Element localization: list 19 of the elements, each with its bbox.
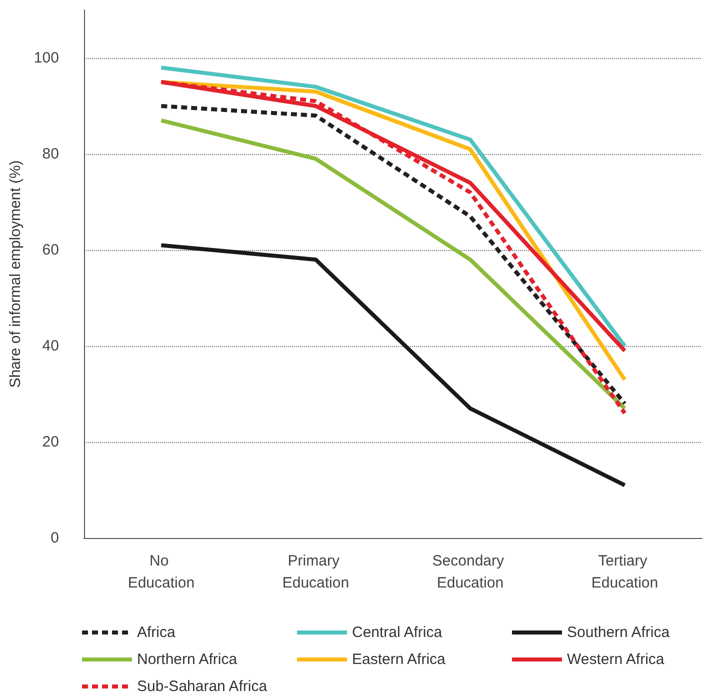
legend-label: Northern Africa bbox=[137, 651, 238, 668]
line-series bbox=[159, 243, 627, 488]
y-tick-label: 20 bbox=[42, 434, 59, 450]
y-tick-label: 100 bbox=[34, 50, 59, 66]
legend-label: Sub-Saharan Africa bbox=[137, 678, 268, 695]
y-axis-title: Share of informal employment (%) bbox=[7, 160, 24, 388]
x-tick-label: Secondary Education bbox=[432, 552, 508, 592]
legend-label: Western Africa bbox=[567, 651, 665, 668]
x-tick-label: Tertiary Education bbox=[591, 552, 658, 592]
y-tick-label: 40 bbox=[42, 338, 59, 354]
x-tick-label: No Education bbox=[128, 552, 195, 592]
y-tick-label: 80 bbox=[42, 146, 59, 162]
legend-label: Africa bbox=[137, 624, 176, 641]
x-tick-label: Primary Education bbox=[282, 552, 350, 592]
legend-label: Central Africa bbox=[352, 624, 443, 641]
y-tick-label: 60 bbox=[42, 242, 59, 258]
legend-label: Eastern Africa bbox=[352, 651, 446, 668]
legend-label: Southern Africa bbox=[567, 624, 670, 641]
y-tick-label: 0 bbox=[50, 530, 59, 546]
